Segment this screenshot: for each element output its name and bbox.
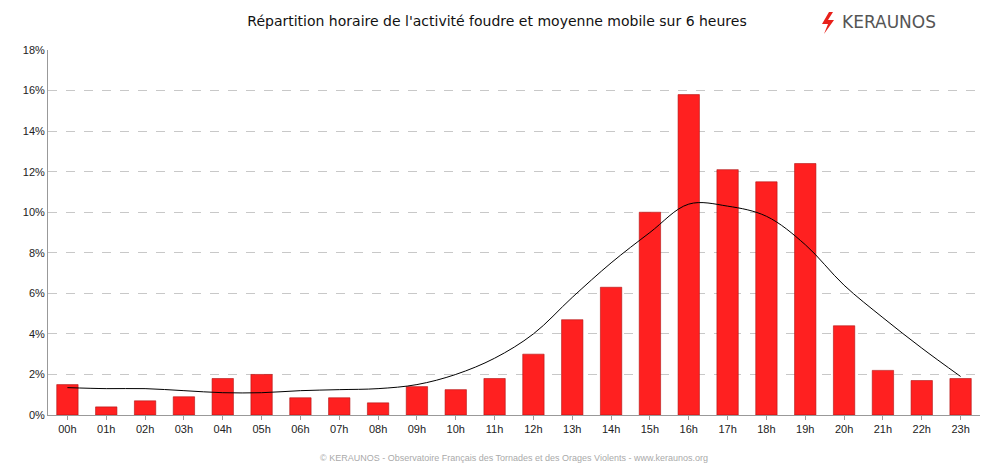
svg-text:KERAUNOS: KERAUNOS xyxy=(842,12,936,32)
svg-text:10%: 10% xyxy=(23,206,45,218)
svg-text:07h: 07h xyxy=(330,423,348,435)
svg-text:12%: 12% xyxy=(23,166,45,178)
svg-text:4%: 4% xyxy=(29,328,45,340)
svg-text:0%: 0% xyxy=(29,409,45,421)
svg-text:15h: 15h xyxy=(641,423,659,435)
svg-text:2%: 2% xyxy=(29,368,45,380)
svg-text:19h: 19h xyxy=(796,423,814,435)
svg-text:03h: 03h xyxy=(175,423,193,435)
svg-text:01h: 01h xyxy=(97,423,115,435)
svg-text:20h: 20h xyxy=(835,423,853,435)
svg-text:16%: 16% xyxy=(23,84,45,96)
svg-text:12h: 12h xyxy=(524,423,542,435)
svg-text:21h: 21h xyxy=(874,423,892,435)
svg-text:02h: 02h xyxy=(136,423,154,435)
svg-text:Répartition horaire de l'activ: Répartition horaire de l'activité foudre… xyxy=(247,13,746,29)
svg-text:09h: 09h xyxy=(408,423,426,435)
svg-text:17h: 17h xyxy=(718,423,736,435)
svg-text:8%: 8% xyxy=(29,247,45,259)
svg-text:22h: 22h xyxy=(913,423,931,435)
svg-text:04h: 04h xyxy=(214,423,232,435)
svg-text:23h: 23h xyxy=(951,423,969,435)
svg-text:08h: 08h xyxy=(369,423,387,435)
svg-text:10h: 10h xyxy=(447,423,465,435)
svg-text:00h: 00h xyxy=(58,423,76,435)
svg-text:06h: 06h xyxy=(291,423,309,435)
svg-text:© KERAUNOS - Observatoire Fran: © KERAUNOS - Observatoire Français des T… xyxy=(320,453,708,463)
svg-text:18h: 18h xyxy=(757,423,775,435)
svg-text:11h: 11h xyxy=(486,423,504,435)
svg-text:18%: 18% xyxy=(23,44,45,56)
svg-text:16h: 16h xyxy=(680,423,698,435)
svg-text:05h: 05h xyxy=(252,423,270,435)
svg-text:6%: 6% xyxy=(29,287,45,299)
svg-text:14%: 14% xyxy=(23,125,45,137)
svg-text:14h: 14h xyxy=(602,423,620,435)
svg-text:13h: 13h xyxy=(563,423,581,435)
